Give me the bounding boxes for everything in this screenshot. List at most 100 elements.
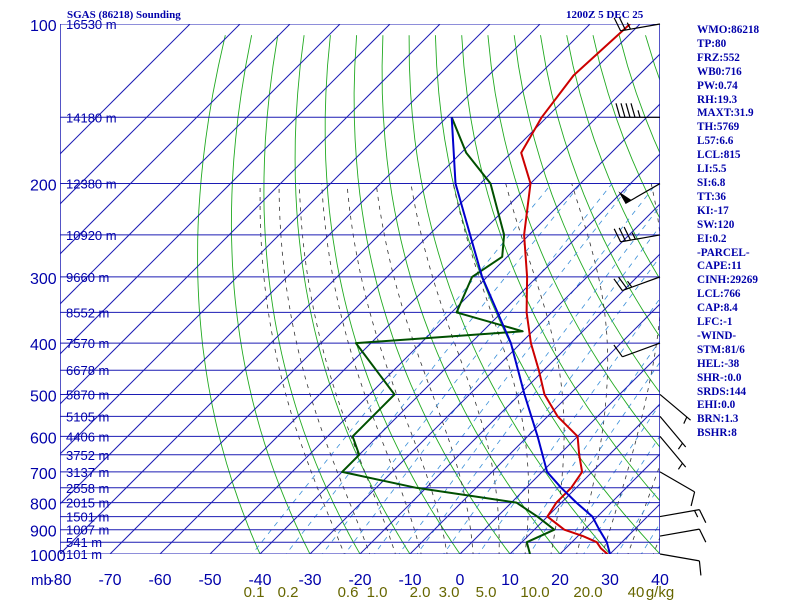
mixing-ratio-line — [443, 256, 660, 554]
temperature-tick-label: -70 — [98, 572, 121, 589]
pressure-tick-label: 1000 — [30, 548, 66, 565]
wind-barb-full — [690, 491, 696, 507]
sounding-index: SHR-:0.0 — [697, 371, 742, 384]
wind-barb-full — [698, 528, 707, 543]
temperature-tick-label: 20 — [551, 572, 569, 589]
dry-adiabat-line — [461, 35, 660, 502]
moist-adiabats — [259, 183, 660, 554]
sounding-index: LCL:815 — [697, 149, 741, 162]
height-label: 2015 m — [66, 496, 109, 511]
wind-barb — [659, 509, 707, 523]
wind-barb-full — [613, 344, 623, 358]
wind-barb-full — [698, 560, 702, 576]
wind-barb-half — [631, 232, 636, 240]
sounding-index: BRN:1.3 — [697, 413, 739, 426]
wind-barb-staff — [622, 276, 661, 292]
sounding-traces — [341, 24, 631, 554]
wind-barb-staff — [659, 393, 691, 421]
pressure-tick-label: 600 — [30, 430, 57, 447]
temperature-tick-label: -20 — [348, 572, 371, 589]
moist-adiabat-line — [410, 183, 500, 554]
dry-adiabat-line — [263, 35, 361, 554]
sounding-index: CAPE:11 — [697, 260, 742, 273]
mixing-ratio-line — [512, 339, 660, 554]
moist-adiabat-line — [259, 183, 345, 554]
chart-title: SGAS (86218) Sounding — [67, 9, 181, 21]
sounding-index: SRDS:144 — [697, 385, 747, 398]
wind-barb — [613, 276, 661, 292]
chart-datetime: 1200Z 5 DEC 25 — [566, 9, 644, 21]
wind-barb-full — [613, 278, 623, 291]
height-label: 1501 m — [66, 510, 109, 525]
dry-adiabat-line — [408, 35, 611, 554]
sounding-index: CINH:29269 — [697, 274, 758, 287]
dry-adiabat-line — [197, 35, 261, 554]
dry-adiabat-line — [513, 35, 660, 394]
wind-barb-half — [677, 442, 683, 450]
height-label: 9660 m — [66, 270, 109, 285]
sounding-index: TH:5769 — [697, 121, 740, 134]
sounding-index: STM:81/6 — [697, 343, 745, 356]
wind-barb-flag — [618, 191, 632, 204]
wind-barb-full — [630, 103, 636, 118]
sounding-index: EHI:0.0 — [697, 399, 736, 412]
wind-barb — [659, 471, 696, 507]
mixing-ratio-tick-label: 5.0 — [476, 584, 497, 600]
height-label: 8552 m — [66, 305, 109, 320]
wind-barb — [618, 183, 661, 205]
wind-barb-staff — [659, 509, 700, 518]
pressure-tick-label: 400 — [30, 337, 57, 354]
isotherm-line — [60, 24, 591, 554]
sounding-index: LFC:-1 — [697, 316, 733, 329]
height-label: 541 m — [66, 535, 102, 550]
sounding-index: BSHR:8 — [697, 427, 737, 440]
mixing-ratio-line — [478, 297, 660, 554]
isotherm-line — [60, 24, 491, 455]
wind-barb-half — [693, 510, 699, 518]
mixing-ratio-tick-label: g/kg — [646, 584, 674, 600]
sounding-index: CAP:8.4 — [697, 302, 738, 315]
height-label: 12380 m — [66, 177, 117, 192]
dewpoint-trace — [341, 116, 556, 554]
mixing-ratio-tick-label: 3.0 — [439, 584, 460, 600]
wind-barb-full — [613, 228, 622, 243]
sounding-index: LI:5.5 — [697, 163, 727, 176]
wind-barb-full — [623, 226, 632, 241]
isotherm-line — [559, 453, 660, 554]
sounding-index: -PARCEL- — [697, 246, 750, 259]
sounding-index: SI:6.8 — [697, 176, 726, 189]
height-label: 4406 m — [66, 429, 109, 444]
wind-barb — [659, 528, 707, 543]
height-label: 5105 m — [66, 409, 109, 424]
sounding-index: EI:0.2 — [697, 232, 727, 245]
mixing-ratio-tick-label: 1.0 — [367, 584, 388, 600]
height-label: 7570 m — [66, 336, 109, 351]
sounding-index: WB0:716 — [697, 65, 742, 78]
dry-adiabat-line — [324, 35, 461, 554]
isotherm-line — [509, 403, 660, 554]
temperature-tick-label: -50 — [198, 572, 221, 589]
height-label: 3752 m — [66, 448, 109, 463]
wind-barb — [613, 226, 661, 243]
wind-barbs — [613, 16, 707, 576]
wind-barb-full — [618, 227, 627, 242]
wind-barb — [613, 16, 661, 32]
parcel-trace — [450, 117, 611, 554]
moist-adiabat-line — [346, 183, 448, 554]
pressure-tick-label: 800 — [30, 497, 57, 514]
sounding-index: KI:-17 — [697, 204, 729, 217]
isotherm-line — [60, 24, 341, 305]
wind-barb-staff — [659, 553, 700, 562]
mixing-ratio-line — [416, 225, 660, 554]
wind-barb — [659, 393, 691, 424]
height-label: 1007 m — [66, 523, 109, 538]
dry-adiabat-line — [540, 35, 660, 338]
isotherm-line — [409, 303, 660, 554]
sounding-index: MAXT:31.9 — [697, 107, 754, 120]
wind-barb — [659, 416, 687, 450]
wind-barb-full — [613, 17, 622, 32]
temperature-pressure-grid — [60, 24, 660, 554]
wind-barb — [659, 553, 702, 576]
pressure-tick-label: 900 — [30, 524, 57, 541]
